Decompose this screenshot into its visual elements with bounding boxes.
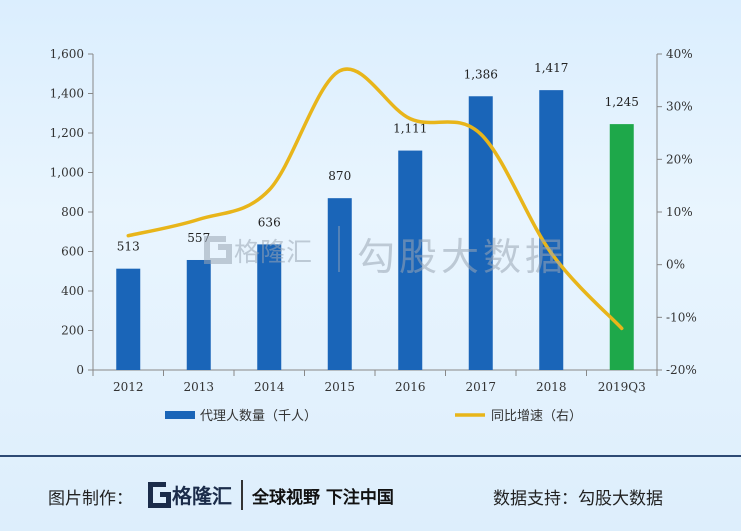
footer-slogan: 全球视野 下注中国 <box>252 488 394 508</box>
svg-text:格隆汇: 格隆汇 <box>172 484 232 508</box>
bar-data-label: 513 <box>117 240 140 254</box>
x-tick-label: 2012 <box>113 380 144 394</box>
bar-data-label: 1,386 <box>464 67 498 81</box>
y-left-tick-label: 800 <box>61 205 84 219</box>
watermark-logo-icon: 格隆汇 <box>204 236 312 268</box>
watermark-divider <box>338 226 340 272</box>
bar-data-label: 870 <box>328 169 351 183</box>
y-left-tick-label: 1,000 <box>50 166 84 180</box>
y-left-tick-label: 200 <box>61 324 84 338</box>
bar <box>539 90 564 370</box>
svg-text:格隆汇: 格隆汇 <box>234 238 312 268</box>
bar-data-label: 636 <box>258 215 281 229</box>
support-name: 勾股大数据 <box>578 489 663 509</box>
bar <box>257 244 282 370</box>
legend-bar-swatch <box>165 411 195 419</box>
footer: 图片制作： 格隆汇 全球视野 下注中国 数据支持：勾股大数据 <box>0 458 741 531</box>
footer-divider <box>241 480 243 510</box>
y-right-tick-label: 0% <box>666 258 685 272</box>
y-left-tick-label: 0 <box>76 363 84 377</box>
y-right-tick-label: 30% <box>666 100 693 114</box>
chart: 0 200 400 600 800 1,000 1,200 1,400 1,600 -20% -10… <box>50 47 697 424</box>
made-by-label: 图片制作： <box>48 489 133 509</box>
x-tick-label: 2018 <box>536 380 567 394</box>
y-right-tick-label: -10% <box>666 310 697 324</box>
data-support: 数据支持：勾股大数据 <box>493 484 663 509</box>
x-tick-label: 2019Q3 <box>598 380 646 394</box>
bar <box>398 150 423 370</box>
x-tick-label: 2015 <box>324 380 355 394</box>
chart-svg: 0 200 400 600 800 1,000 1,200 1,400 1,600 -20% -10… <box>50 47 697 424</box>
bar-data-label: 1,111 <box>393 122 427 136</box>
watermark-text: 勾股大数据 <box>357 235 568 279</box>
bar <box>327 198 352 370</box>
gelonghui-logo-icon: 格隆汇 <box>148 482 232 508</box>
legend-line-label: 同比增速（右） <box>491 409 582 424</box>
bar-data-label: 1,417 <box>534 61 568 75</box>
y-right-tick-label: 40% <box>666 47 693 61</box>
bar-data-label: 1,245 <box>605 95 639 109</box>
bar <box>186 259 211 370</box>
bar <box>609 124 634 370</box>
x-tick-label: 2014 <box>254 380 285 394</box>
bar <box>116 268 141 370</box>
y-right-tick-label: 10% <box>666 205 693 219</box>
x-tick-label: 2017 <box>465 380 496 394</box>
y-right-tick-label: -20% <box>666 363 697 377</box>
support-label: 数据支持： <box>493 489 578 509</box>
growth-rate-line <box>126 67 624 331</box>
y-left-tick-label: 600 <box>61 245 84 259</box>
y-left-tick-label: 400 <box>61 284 84 298</box>
y-left-tick-label: 1,600 <box>50 47 84 61</box>
y-right-tick-label: 20% <box>666 152 693 166</box>
x-tick-label: 2016 <box>395 380 426 394</box>
x-tick-label: 2013 <box>183 380 214 394</box>
footer-rule <box>0 455 741 457</box>
y-left-tick-label: 1,200 <box>50 126 84 140</box>
legend-bar-label: 代理人数量（千人） <box>200 409 317 424</box>
y-left-tick-label: 1,400 <box>50 87 84 101</box>
